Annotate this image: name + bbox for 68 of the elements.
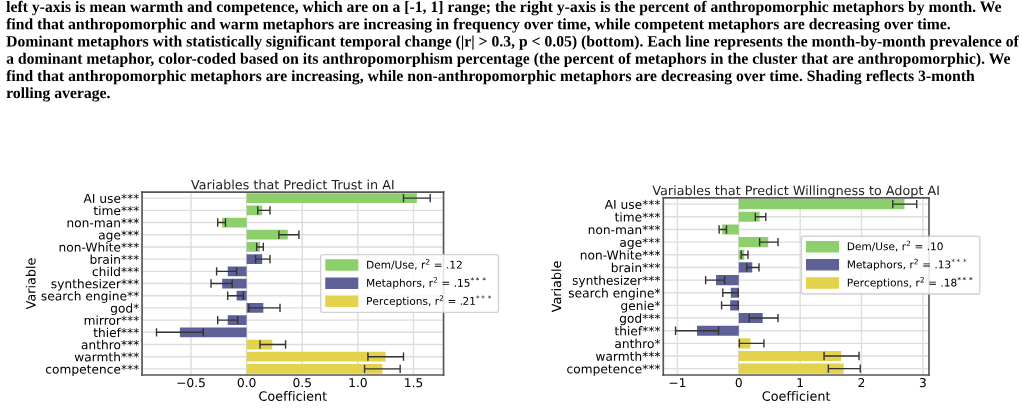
y-tick-label: non-White*** — [580, 250, 661, 260]
bar — [246, 364, 383, 374]
y-tick-label: non-White*** — [59, 242, 139, 252]
legend-label: Perceptions, r$^{2}$ = .21$^{***}$ — [367, 295, 492, 308]
y-tick-label: time*** — [614, 212, 661, 222]
legend-label: Perceptions, r$^{2}$ = .18$^{***}$ — [847, 276, 973, 289]
bar — [738, 211, 760, 222]
y-tick-label: search engine* — [568, 288, 661, 300]
bar — [697, 325, 739, 336]
x-tick-label: 1 — [797, 378, 803, 388]
y-tick-label: thief*** — [614, 326, 661, 336]
bar — [179, 327, 247, 338]
bar — [738, 199, 905, 210]
y-tick-label: synthesizer*** — [51, 278, 139, 291]
y-tick-label: anthro*** — [81, 339, 139, 350]
bar — [716, 275, 739, 286]
x-tick-label: −0.5 — [177, 378, 205, 388]
chart-title: Variables that Predict Trust in AI — [191, 179, 394, 190]
y-axis-title: Variable — [551, 261, 562, 313]
legend-label: Metaphors, r$^{2}$ = .13$^{***}$ — [847, 258, 967, 271]
y-tick-label: brain*** — [90, 254, 139, 264]
y-tick-label: age*** — [98, 230, 139, 242]
y-tick-label: brain*** — [611, 262, 661, 273]
x-tick-label: −1 — [669, 378, 686, 388]
y-tick-label: AI use*** — [604, 199, 661, 209]
y-tick-label: time*** — [93, 205, 139, 216]
y-tick-label: mirror*** — [84, 315, 139, 325]
bar — [222, 217, 247, 228]
y-axis-title: Variable — [25, 258, 36, 310]
x-tick-label: 1.0 — [349, 378, 367, 388]
bar — [738, 350, 842, 362]
legend-label: Dem/Use, r$^{2}$ = .12 — [367, 259, 462, 270]
y-tick-label: synthesizer*** — [572, 275, 661, 288]
y-tick-label: competence*** — [45, 364, 139, 377]
legend-label: Metaphors, r$^{2}$ = .15$^{***}$ — [367, 277, 486, 289]
chart-title: Variables that Predict Willingness to Adopt AI — [652, 185, 939, 198]
y-tick-label: warmth*** — [74, 352, 139, 362]
y-tick-label: god*** — [619, 313, 661, 326]
y-tick-label: search engine** — [41, 291, 139, 303]
bar — [227, 266, 247, 277]
text: left y-axis is mean warmth and competence, which are on a [-1, 1] range; the right y-axis is the percent of anthropomorphic metaphors by month. We find that anthropomorphic and warm metaphors are increasing in frequency over time, while competent metaphors are decreasing over time. Dominant metaphors with statistically significant temporal change (|r| > 0.3, p < 0.05) (bottom). Each line represents the month-by-month prevalence of a dominant metaphor, color-coded based on its anthropomorphism percentage (the percent of metaphors in the cluster that are anthropomorphic). We find that anthropomorphic metaphors are increasing, while non-anthropomorphic metaphors are decreasing over time. Shading reflects 3-month rolling average. — [6, 0, 1019, 102]
bar — [722, 224, 739, 235]
x-tick-label: 0.5 — [293, 378, 311, 388]
bar — [738, 363, 844, 374]
x-tick-label: 1.5 — [405, 378, 423, 388]
y-tick-label: child*** — [92, 266, 139, 277]
y-tick-label: competence*** — [567, 364, 661, 376]
y-tick-label: AI use*** — [83, 193, 139, 203]
y-tick-label: anthro* — [615, 338, 661, 349]
y-tick-label: god* — [110, 303, 139, 316]
bar — [246, 229, 288, 240]
y-tick-label: age*** — [620, 237, 661, 250]
y-tick-label: thief*** — [93, 327, 139, 338]
y-tick-label: genie* — [621, 300, 661, 313]
legend-label: Dem/Use, r$^{2}$ = .10 — [847, 240, 943, 252]
x-tick-label: 2 — [858, 378, 865, 388]
x-tick-label: 3 — [919, 378, 926, 388]
bar — [246, 205, 263, 216]
y-tick-label: non-man*** — [67, 218, 139, 228]
y-tick-label: non-man*** — [588, 225, 661, 235]
bar — [246, 351, 386, 362]
x-tick-label: 0 — [735, 378, 742, 388]
x-axis-title: Coefficient — [762, 391, 831, 401]
x-tick-label: 0.0 — [237, 378, 256, 388]
x-axis-title: Coefficient — [259, 391, 327, 401]
bar — [738, 237, 769, 248]
bar — [246, 193, 417, 204]
y-tick-label: warmth*** — [595, 351, 661, 361]
